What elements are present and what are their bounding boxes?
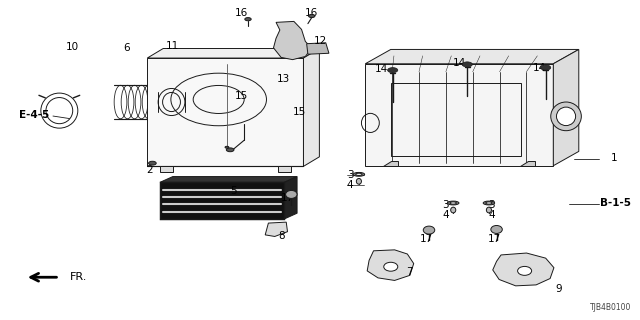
Text: 1: 1 bbox=[611, 153, 618, 164]
Text: 6: 6 bbox=[124, 43, 130, 53]
Text: FR.: FR. bbox=[70, 272, 87, 282]
Text: 4: 4 bbox=[488, 210, 495, 220]
Polygon shape bbox=[147, 58, 303, 166]
Text: E-4-5: E-4-5 bbox=[19, 110, 49, 120]
Polygon shape bbox=[265, 222, 287, 236]
Ellipse shape bbox=[245, 18, 251, 21]
Polygon shape bbox=[307, 43, 329, 54]
Polygon shape bbox=[554, 50, 579, 166]
Ellipse shape bbox=[308, 14, 315, 18]
Polygon shape bbox=[273, 21, 312, 60]
Ellipse shape bbox=[388, 68, 398, 73]
Polygon shape bbox=[520, 161, 536, 166]
Text: 3: 3 bbox=[488, 200, 495, 210]
Text: 14: 14 bbox=[453, 58, 466, 68]
Text: B-1-5: B-1-5 bbox=[600, 198, 631, 208]
Polygon shape bbox=[367, 250, 413, 280]
Ellipse shape bbox=[148, 161, 156, 165]
Text: 3: 3 bbox=[442, 200, 449, 210]
Ellipse shape bbox=[447, 201, 459, 205]
Text: 17: 17 bbox=[488, 234, 501, 244]
Ellipse shape bbox=[491, 226, 502, 233]
Text: 17: 17 bbox=[420, 234, 433, 244]
Ellipse shape bbox=[384, 262, 398, 271]
Ellipse shape bbox=[423, 226, 435, 234]
Text: 5: 5 bbox=[230, 186, 237, 196]
Text: 15: 15 bbox=[292, 107, 306, 116]
Polygon shape bbox=[303, 49, 319, 166]
Polygon shape bbox=[365, 50, 579, 64]
Polygon shape bbox=[147, 49, 319, 58]
Text: 7: 7 bbox=[406, 267, 413, 276]
Text: 14: 14 bbox=[532, 63, 546, 73]
Bar bbox=[278, 166, 291, 172]
Bar bbox=[160, 166, 173, 172]
Ellipse shape bbox=[551, 102, 581, 131]
Text: 15: 15 bbox=[235, 91, 248, 101]
Text: 9: 9 bbox=[555, 284, 562, 294]
Text: 16: 16 bbox=[305, 8, 318, 19]
Text: 8: 8 bbox=[278, 231, 284, 242]
Ellipse shape bbox=[285, 190, 297, 198]
Text: 12: 12 bbox=[314, 36, 327, 46]
Text: 16: 16 bbox=[235, 8, 248, 19]
Ellipse shape bbox=[462, 62, 472, 67]
Ellipse shape bbox=[356, 179, 362, 184]
Text: 2: 2 bbox=[146, 164, 152, 174]
Ellipse shape bbox=[486, 207, 492, 213]
Text: 13: 13 bbox=[276, 74, 290, 84]
Bar bbox=[391, 83, 522, 156]
Text: 14: 14 bbox=[375, 64, 388, 74]
Text: 10: 10 bbox=[65, 42, 79, 52]
Ellipse shape bbox=[450, 202, 456, 204]
Ellipse shape bbox=[486, 202, 492, 204]
Bar bbox=[160, 182, 284, 219]
Polygon shape bbox=[160, 182, 284, 219]
Text: 3: 3 bbox=[347, 170, 353, 180]
Polygon shape bbox=[365, 64, 554, 166]
Polygon shape bbox=[160, 177, 297, 182]
Polygon shape bbox=[493, 253, 554, 286]
Text: 17: 17 bbox=[281, 193, 294, 203]
Ellipse shape bbox=[483, 201, 495, 205]
Ellipse shape bbox=[557, 107, 575, 125]
Text: TJB4B0100: TJB4B0100 bbox=[590, 303, 632, 312]
Ellipse shape bbox=[227, 148, 234, 152]
Text: 4: 4 bbox=[442, 210, 449, 220]
Ellipse shape bbox=[356, 173, 362, 175]
Text: 4: 4 bbox=[347, 180, 353, 190]
Polygon shape bbox=[284, 177, 297, 219]
Ellipse shape bbox=[353, 172, 365, 176]
Polygon shape bbox=[383, 161, 399, 166]
Text: 11: 11 bbox=[166, 41, 179, 51]
Ellipse shape bbox=[225, 146, 229, 148]
Ellipse shape bbox=[451, 207, 456, 213]
Ellipse shape bbox=[518, 267, 532, 275]
Ellipse shape bbox=[541, 65, 551, 70]
